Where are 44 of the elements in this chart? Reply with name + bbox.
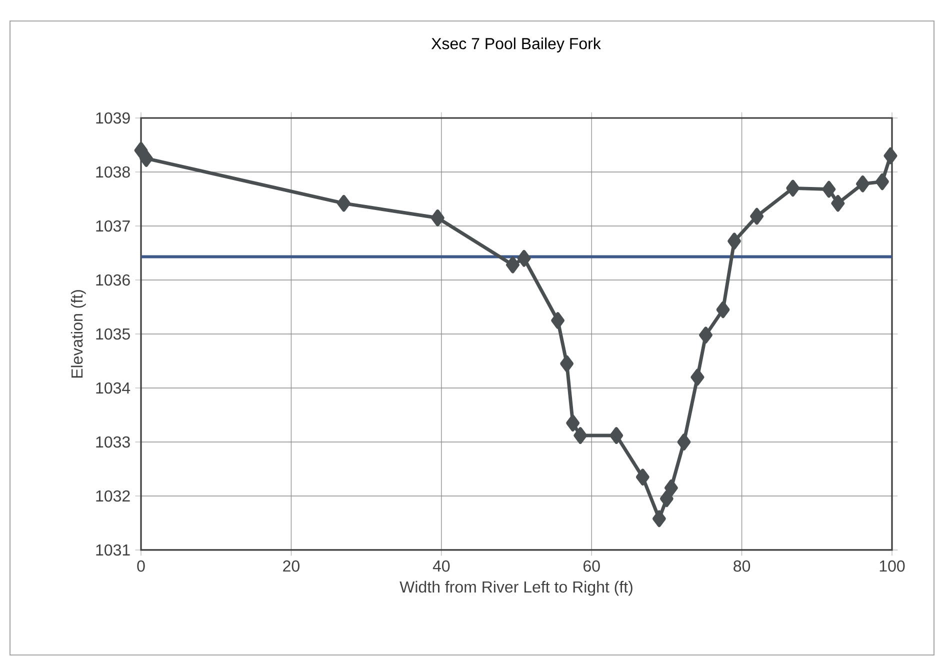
chart-title: Xsec 7 Pool Bailey Fork	[431, 38, 601, 52]
point	[140, 150, 153, 167]
y-tick-label: 1032	[96, 490, 130, 502]
point	[716, 301, 730, 318]
y-tick-label: 1036	[96, 274, 130, 286]
y-axis-title: Elevation (ft)	[70, 290, 86, 378]
y-tick-label: 1034	[96, 382, 130, 394]
point	[884, 147, 898, 164]
point	[430, 209, 444, 226]
point	[337, 194, 351, 212]
point	[551, 312, 565, 329]
x-tick-label: 100	[880, 560, 905, 572]
point	[690, 368, 704, 386]
point	[636, 468, 650, 486]
point	[574, 427, 588, 444]
point	[560, 355, 574, 372]
point	[699, 326, 712, 344]
y-tick-label: 1033	[96, 436, 130, 448]
point	[652, 510, 666, 528]
y-tick-label: 1035	[96, 328, 130, 340]
y-tick-label: 1037	[96, 220, 130, 232]
x-tick-label: 80	[734, 560, 750, 572]
point	[856, 175, 870, 192]
point	[728, 232, 742, 250]
point	[875, 173, 889, 190]
point	[610, 427, 624, 444]
y-tick-label: 1038	[96, 166, 130, 178]
x-tick-label: 40	[432, 560, 450, 572]
point	[664, 479, 678, 496]
point	[831, 194, 845, 212]
point	[566, 414, 580, 432]
y-tick-label: 1031	[96, 544, 130, 556]
point	[660, 490, 674, 508]
point	[822, 180, 836, 198]
point	[786, 180, 800, 197]
x-tick-label: 20	[283, 560, 300, 572]
point	[517, 250, 531, 267]
x-tick-label: 0	[137, 560, 145, 572]
point	[677, 434, 691, 450]
x-axis-title: Width from River Left to Right (ft)	[400, 580, 632, 596]
y-tick-label: 1039	[96, 112, 130, 124]
x-tick-label: 60	[584, 560, 600, 572]
point	[750, 208, 764, 225]
point	[506, 256, 520, 274]
